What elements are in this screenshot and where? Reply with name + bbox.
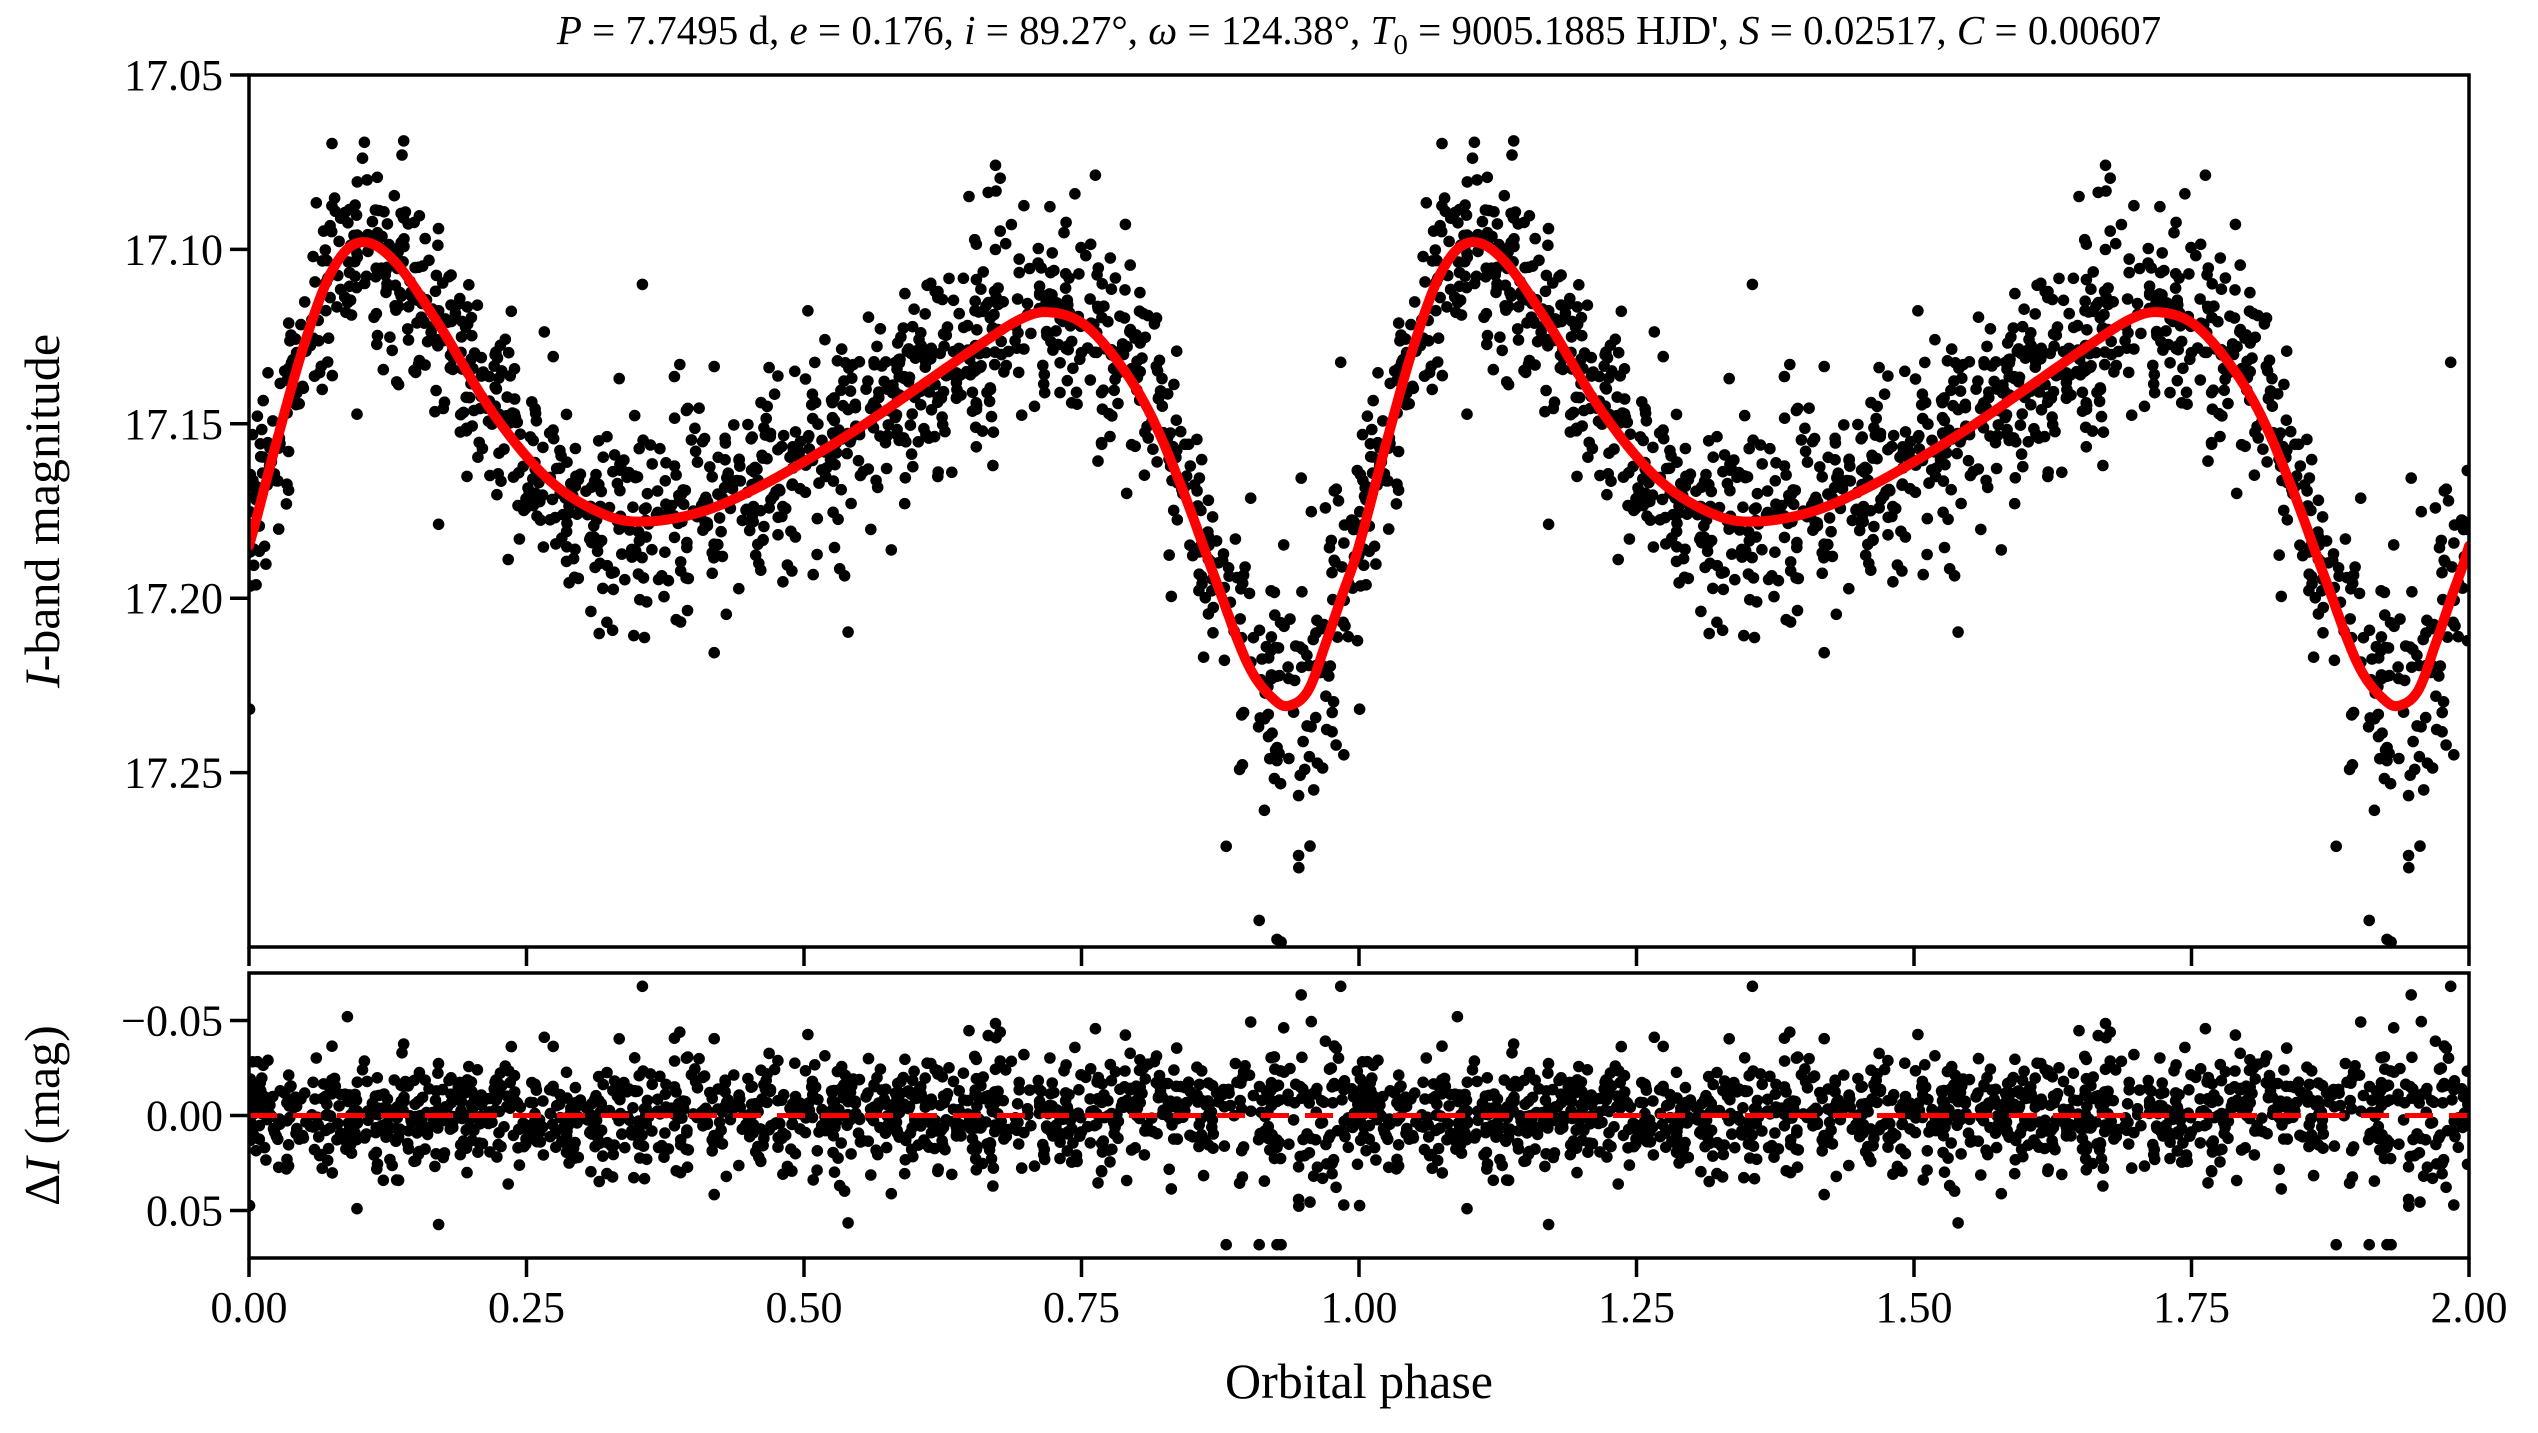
tick-label: 17.25: [124, 749, 223, 798]
tick-label: 0.00: [211, 1283, 288, 1332]
tick-label: 17.10: [124, 225, 223, 274]
tick-label: 0.75: [1043, 1283, 1120, 1332]
y-axis-label-residual: ΔI (mag): [14, 1025, 70, 1206]
x-axis-label: Orbital phase: [1225, 1353, 1493, 1409]
residual-panel: −0.05 0.00 0.05 0.00 0.25 0.50 0.75 1.00 1.25 1.5…: [121, 973, 2507, 1332]
y-axis-label-magnitude: I-band magnitude: [14, 334, 70, 689]
tick-label: 0.25: [488, 1283, 565, 1332]
tick-label: 1.50: [1876, 1283, 1953, 1332]
tick-label: 2.00: [2431, 1283, 2508, 1332]
tick-label: 1.00: [1321, 1283, 1398, 1332]
tick-label: 0.00: [146, 1092, 223, 1141]
tick-label: 0.05: [146, 1187, 223, 1236]
tick-label: 0.50: [766, 1283, 843, 1332]
plot-title: P = 7.7495 d, e = 0.176, i = 89.27°, ω =…: [556, 7, 2161, 61]
light-curve-panel: 17.05 17.10 17.15 17.20 17.25: [124, 51, 2475, 966]
tick-label: 17.15: [124, 400, 223, 449]
tick-label: −0.05: [121, 997, 223, 1046]
tick-label: 17.05: [124, 51, 223, 100]
tick-label: 1.25: [1598, 1283, 1675, 1332]
tick-label: 1.75: [2153, 1283, 2230, 1332]
tick-label: 17.20: [124, 574, 223, 623]
top-panel-tick-labels: 17.05 17.10 17.15 17.20 17.25: [124, 51, 223, 798]
